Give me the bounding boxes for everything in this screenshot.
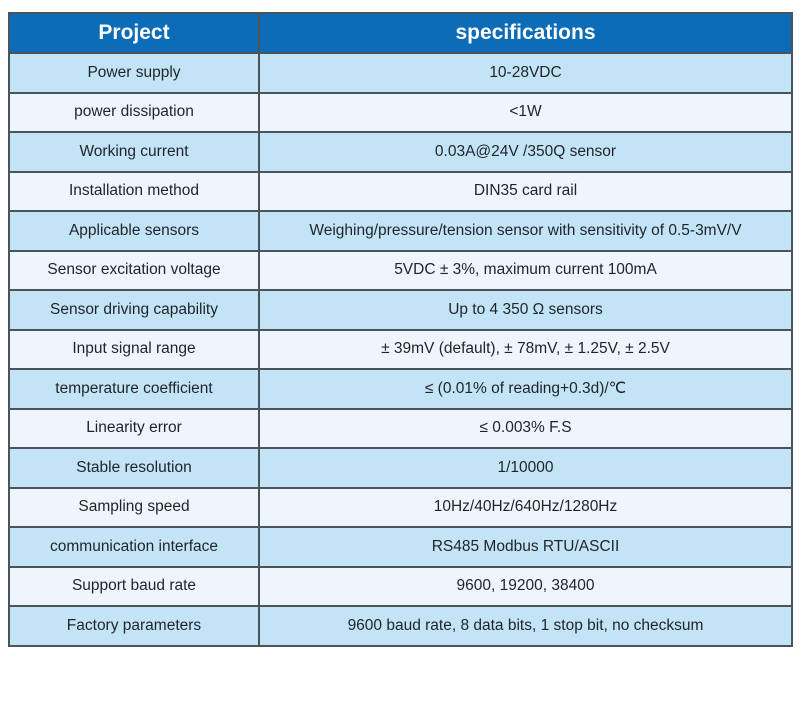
project-cell: Support baud rate bbox=[8, 565, 260, 607]
specifications-table: Project specifications Power supply 10-28… bbox=[8, 12, 793, 647]
table-row: Support baud rate 9600, 19200, 38400 bbox=[8, 565, 793, 607]
spec-cell: RS485 Modbus RTU/ASCII bbox=[258, 526, 793, 568]
table-row: Sensor driving capability Up to 4 350 Ω s… bbox=[8, 289, 793, 331]
table-row: Applicable sensors Weighing/pressure/tens… bbox=[8, 210, 793, 252]
spec-cell: 5VDC ± 3%, maximum current 100mA bbox=[258, 249, 793, 291]
project-cell: power dissipation bbox=[8, 91, 260, 133]
project-cell: Factory parameters bbox=[8, 605, 260, 647]
project-cell: Working current bbox=[8, 131, 260, 173]
spec-cell: 9600, 19200, 38400 bbox=[258, 565, 793, 607]
spec-cell: DIN35 card rail bbox=[258, 170, 793, 212]
table-row: Installation method DIN35 card rail bbox=[8, 170, 793, 212]
spec-cell: Weighing/pressure/tension sensor with se… bbox=[258, 210, 793, 252]
table-row: Factory parameters 9600 baud rate, 8 data… bbox=[8, 605, 793, 647]
spec-cell: ≤ (0.01% of reading+0.3d)/℃ bbox=[258, 368, 793, 410]
spec-cell: 9600 baud rate, 8 data bits, 1 stop bit,… bbox=[258, 605, 793, 647]
header-specifications: specifications bbox=[258, 12, 793, 54]
spec-cell: 10Hz/40Hz/640Hz/1280Hz bbox=[258, 486, 793, 528]
project-cell: Power supply bbox=[8, 52, 260, 94]
table-body: Power supply 10-28VDC power dissipation <1W… bbox=[8, 52, 793, 647]
project-cell: Input signal range bbox=[8, 328, 260, 370]
project-cell: Linearity error bbox=[8, 407, 260, 449]
project-cell: Sensor driving capability bbox=[8, 289, 260, 331]
spec-cell: 0.03A@24V /350Q sensor bbox=[258, 131, 793, 173]
spec-cell: ≤ 0.003% F.S bbox=[258, 407, 793, 449]
table-row: temperature coefficient ≤ (0.01% of readi… bbox=[8, 368, 793, 410]
project-cell: Installation method bbox=[8, 170, 260, 212]
project-cell: Applicable sensors bbox=[8, 210, 260, 252]
table-row: Sampling speed 10Hz/40Hz/640Hz/1280Hz bbox=[8, 486, 793, 528]
table-row: power dissipation <1W bbox=[8, 91, 793, 133]
project-cell: communication interface bbox=[8, 526, 260, 568]
table-row: communication interface RS485 Modbus RTU/… bbox=[8, 526, 793, 568]
header-project: Project bbox=[8, 12, 260, 54]
table-row: Stable resolution 1/10000 bbox=[8, 447, 793, 489]
project-cell: Stable resolution bbox=[8, 447, 260, 489]
table-header-row: Project specifications bbox=[8, 12, 793, 54]
table-row: Linearity error ≤ 0.003% F.S bbox=[8, 407, 793, 449]
project-cell: Sensor excitation voltage bbox=[8, 249, 260, 291]
spec-cell: 1/10000 bbox=[258, 447, 793, 489]
table-row: Input signal range ± 39mV (default), ± 78… bbox=[8, 328, 793, 370]
project-cell: temperature coefficient bbox=[8, 368, 260, 410]
spec-cell: Up to 4 350 Ω sensors bbox=[258, 289, 793, 331]
spec-cell: <1W bbox=[258, 91, 793, 133]
spec-cell: 10-28VDC bbox=[258, 52, 793, 94]
spec-cell: ± 39mV (default), ± 78mV, ± 1.25V, ± 2.5… bbox=[258, 328, 793, 370]
table-row: Power supply 10-28VDC bbox=[8, 52, 793, 94]
table-row: Sensor excitation voltage 5VDC ± 3%, maxi… bbox=[8, 249, 793, 291]
project-cell: Sampling speed bbox=[8, 486, 260, 528]
table-row: Working current 0.03A@24V /350Q sensor bbox=[8, 131, 793, 173]
